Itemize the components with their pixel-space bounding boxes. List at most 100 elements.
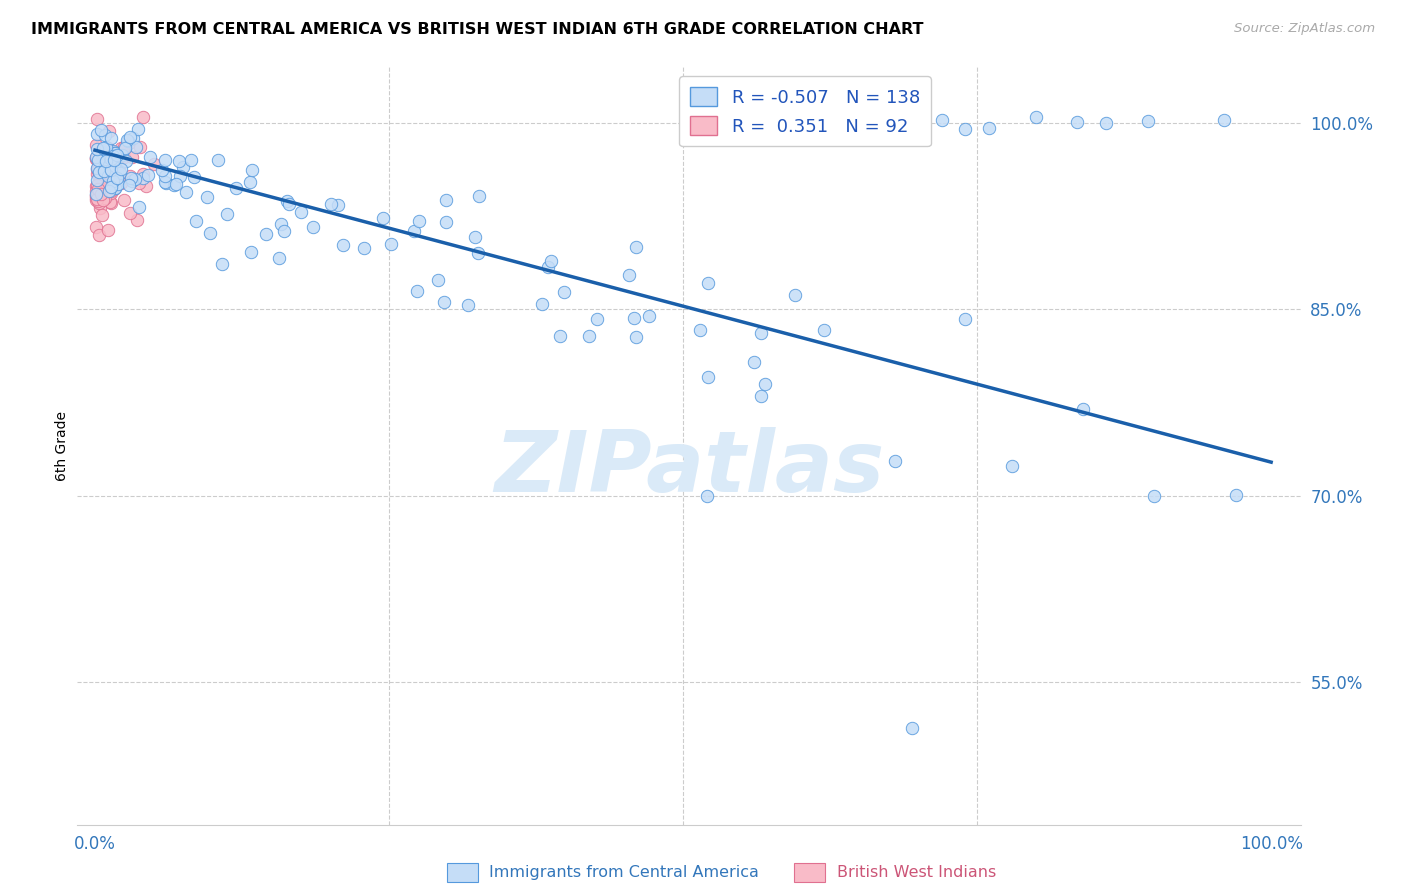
Point: [373, 211, 395, 226]
Point: [689, 323, 711, 337]
Point: [785, 287, 807, 301]
Text: IMMIGRANTS FROM CENTRAL AMERICA VS BRITISH WEST INDIAN 6TH GRADE CORRELATION CHA: IMMIGRANTS FROM CENTRAL AMERICA VS BRITI…: [31, 22, 924, 37]
Point: [426, 273, 449, 287]
Point: [89, 161, 111, 176]
Point: [624, 240, 647, 254]
Point: [107, 176, 129, 190]
Legend: R = -0.507   N = 138, R =  0.351   N = 92: R = -0.507 N = 138, R = 0.351 N = 92: [679, 76, 931, 146]
Point: [464, 230, 486, 244]
Point: [104, 180, 127, 194]
Point: [101, 144, 124, 158]
Point: [105, 152, 128, 166]
Point: [98, 124, 121, 138]
Point: [380, 237, 402, 252]
Point: [180, 153, 202, 168]
Point: [117, 133, 139, 147]
Point: [105, 170, 128, 185]
Point: [100, 180, 122, 194]
Point: [103, 153, 125, 167]
Point: [276, 194, 298, 208]
Point: [108, 148, 131, 162]
Point: [97, 178, 120, 193]
Point: [153, 169, 176, 183]
Point: [402, 224, 425, 238]
Point: [86, 173, 108, 187]
Point: [277, 197, 299, 211]
Point: [1225, 488, 1247, 502]
Point: [86, 142, 108, 156]
Point: [1213, 113, 1236, 128]
Point: [89, 167, 111, 181]
Point: [103, 145, 125, 160]
Point: [86, 187, 108, 202]
Point: [353, 241, 375, 255]
Point: [87, 161, 110, 176]
Point: [127, 122, 149, 136]
Point: [638, 309, 661, 323]
Point: [100, 130, 122, 145]
Point: [139, 150, 162, 164]
Point: [578, 329, 600, 343]
Point: [84, 138, 107, 153]
Point: [195, 190, 218, 204]
Point: [97, 149, 120, 163]
Point: [155, 176, 177, 190]
Point: [84, 153, 107, 167]
Point: [1095, 115, 1118, 129]
Point: [167, 154, 190, 169]
Point: [89, 156, 111, 170]
Point: [96, 161, 118, 175]
Point: [118, 178, 141, 192]
Point: [90, 164, 112, 178]
Point: [84, 151, 107, 165]
Point: [118, 136, 141, 150]
Point: [111, 174, 134, 188]
Point: [749, 389, 772, 403]
Point: [100, 186, 122, 200]
Point: [108, 166, 131, 180]
Point: [405, 285, 427, 299]
Point: [302, 220, 325, 235]
Point: [98, 194, 121, 209]
Point: [87, 194, 110, 208]
Point: [624, 330, 647, 344]
Point: [176, 185, 198, 199]
Point: [91, 147, 114, 161]
Point: [537, 260, 560, 274]
Point: [1001, 459, 1024, 474]
Point: [240, 244, 263, 259]
Point: [112, 150, 135, 164]
Point: [86, 148, 108, 162]
Point: [121, 131, 143, 145]
Point: [93, 164, 115, 178]
Point: [433, 295, 456, 310]
Point: [97, 222, 120, 236]
Point: [84, 190, 107, 204]
Point: [124, 172, 146, 186]
Point: [87, 183, 110, 197]
Point: [93, 167, 115, 181]
Point: [97, 157, 120, 171]
Point: [107, 177, 129, 191]
Point: [96, 178, 118, 192]
Point: [87, 169, 110, 183]
Point: [121, 150, 143, 164]
Point: [125, 139, 148, 153]
Point: [1025, 110, 1047, 124]
Point: [90, 178, 112, 193]
Text: Source: ZipAtlas.com: Source: ZipAtlas.com: [1234, 22, 1375, 36]
Point: [883, 454, 905, 468]
Bar: [447, 863, 478, 882]
Point: [90, 149, 112, 163]
Point: [617, 268, 640, 283]
Point: [90, 186, 112, 200]
Point: [98, 188, 121, 202]
Point: [129, 140, 152, 154]
Point: [128, 201, 150, 215]
Point: [96, 181, 118, 195]
Point: [111, 148, 134, 162]
Point: [87, 195, 110, 210]
Point: [332, 238, 354, 252]
Point: [86, 161, 108, 175]
Point: [112, 193, 135, 207]
